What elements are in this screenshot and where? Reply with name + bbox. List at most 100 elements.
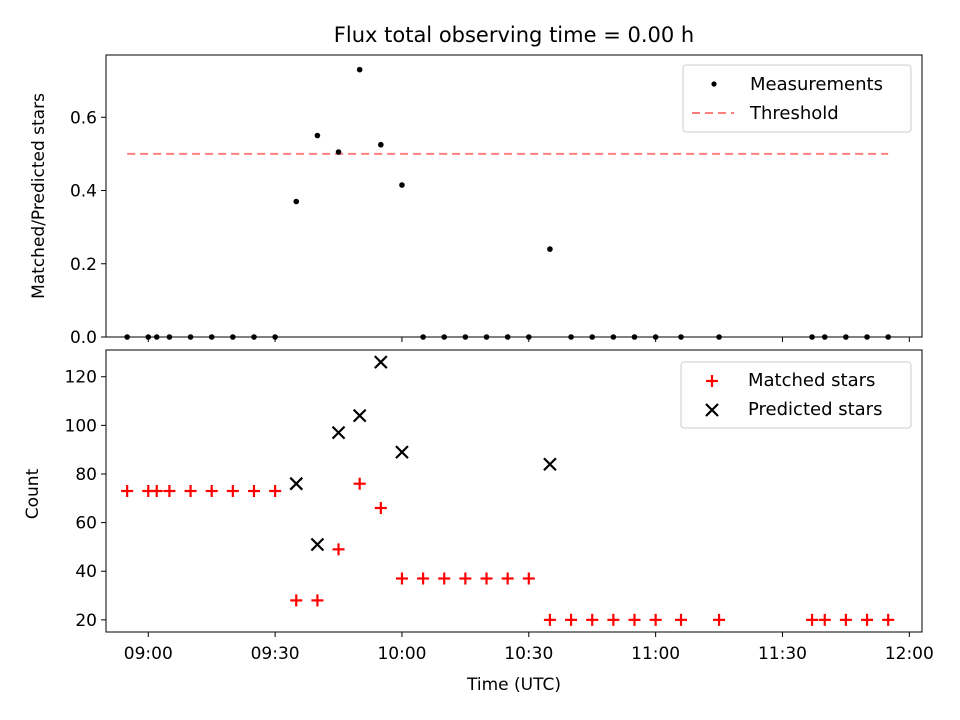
measurement-point (809, 334, 815, 340)
predicted-star-point (374, 355, 388, 369)
matched-star-point (861, 613, 874, 626)
measurement-point (483, 334, 490, 340)
matched-star-point (184, 485, 197, 497)
measurement-point (399, 182, 405, 188)
predicted-star-point (289, 476, 304, 491)
measurement-point (462, 334, 469, 340)
measurement-point (208, 334, 215, 340)
matched-star-point (522, 572, 535, 585)
bottom-x-axis-label: Time (UTC) (466, 675, 561, 695)
measurement-point (678, 334, 684, 340)
matched-star-point (882, 613, 895, 626)
bottom-legend: Matched stars Predicted stars (680, 361, 912, 429)
matched-star-point (353, 477, 366, 490)
matched-star-point (713, 613, 726, 626)
top-axes-frame (105, 54, 923, 338)
matched-star-point (332, 543, 345, 556)
measurement-point (504, 334, 511, 340)
bottom-panel: 20 40 60 80 100 120 09:00 09:30 10:00 10:30 11:00… (23, 349, 934, 695)
predicted-star-point (543, 457, 557, 472)
bottom-x-tick-label: 11:00 (631, 644, 680, 664)
measurement-point (124, 334, 130, 340)
matched-star-point (290, 594, 303, 607)
measurement-point (610, 334, 617, 340)
measurement-point (187, 334, 194, 340)
matched-star-point (480, 572, 493, 585)
matched-star-point (839, 613, 852, 626)
measurement-point (589, 334, 596, 340)
bottom-y-tick-label: 60 (75, 514, 97, 534)
measurement-point (631, 334, 638, 340)
measurement-point (314, 132, 321, 139)
matched-star-point (501, 572, 514, 585)
top-series (124, 66, 891, 340)
measurement-point (525, 334, 532, 340)
matched-star-point (649, 613, 662, 626)
measurement-point (153, 334, 160, 340)
measurement-point (652, 334, 659, 340)
bottom-y-ticks: 20 40 60 80 100 120 (65, 368, 106, 631)
measurement-point (378, 141, 384, 148)
matched-star-point (818, 613, 831, 626)
top-y-axis-label: Matched/Predicted stars (29, 93, 49, 299)
matched-star-point (311, 594, 324, 607)
matched-star-point (205, 485, 218, 497)
legend-predicted-label: Predicted stars (748, 399, 882, 420)
legend-matched-label: Matched stars (748, 370, 875, 391)
measurement-point (441, 334, 448, 340)
matched-star-point (806, 613, 819, 626)
measurement-point (864, 334, 870, 340)
bottom-x-tick-label: 11:30 (758, 644, 807, 664)
bottom-x-tick-label: 10:00 (377, 644, 426, 664)
measurement-point (230, 334, 236, 340)
measurement-point (272, 334, 278, 340)
matched-star-point (565, 613, 578, 626)
predicted-star-point (310, 537, 325, 552)
bottom-x-ticks: 09:00 09:30 10:00 10:30 11:00 11:30 12:00 (124, 632, 934, 664)
matched-star-point (438, 572, 451, 585)
measurement-point (547, 246, 553, 252)
bottom-legend-box (680, 361, 912, 429)
top-y-tick-label: 0.0 (70, 328, 97, 348)
matched-star-point (628, 613, 641, 626)
matched-star-point (247, 485, 260, 497)
measurement-point (568, 334, 574, 340)
matched-star-point (459, 572, 472, 585)
bottom-x-tick-label: 09:30 (251, 644, 300, 664)
measurement-point (356, 66, 363, 73)
bottom-y-tick-label: 100 (65, 416, 97, 436)
measurement-point (166, 334, 173, 340)
bottom-x-tick-label: 12:00 (885, 644, 934, 664)
matched-star-point (395, 572, 408, 585)
bottom-y-tick-label: 120 (65, 368, 97, 388)
bottom-y-tick-label: 40 (75, 562, 97, 582)
bottom-y-tick-label: 80 (75, 465, 97, 485)
chart-title: Flux total observing time = 0.00 h (334, 23, 694, 47)
measurement-point (420, 334, 426, 340)
bottom-x-tick-label: 09:00 (124, 644, 173, 664)
matched-star-point (374, 502, 387, 515)
matched-star-point (269, 485, 282, 497)
top-legend: Measurements Threshold (682, 64, 912, 133)
legend-measurements-marker (711, 81, 717, 87)
matched-star-point (226, 485, 239, 497)
measurement-point (843, 334, 849, 340)
matched-star-point (121, 485, 134, 497)
predicted-star-point (331, 425, 346, 440)
matched-star-point (675, 613, 688, 626)
bottom-y-axis-label: Count (23, 468, 43, 519)
measurement-point (145, 334, 152, 340)
measurement-point (885, 334, 891, 340)
predicted-star-point (395, 445, 409, 459)
top-y-tick-label: 0.6 (70, 108, 97, 128)
matched-star-point (607, 613, 620, 626)
bottom-x-tick-label: 10:30 (504, 644, 553, 664)
matched-star-point (163, 485, 176, 497)
matched-star-point (150, 485, 163, 497)
predicted-star-point (352, 408, 367, 423)
measurement-point (293, 198, 300, 205)
bottom-y-tick-label: 20 (75, 611, 97, 631)
legend-predicted-marker (705, 403, 719, 417)
matched-star-point (543, 613, 556, 626)
